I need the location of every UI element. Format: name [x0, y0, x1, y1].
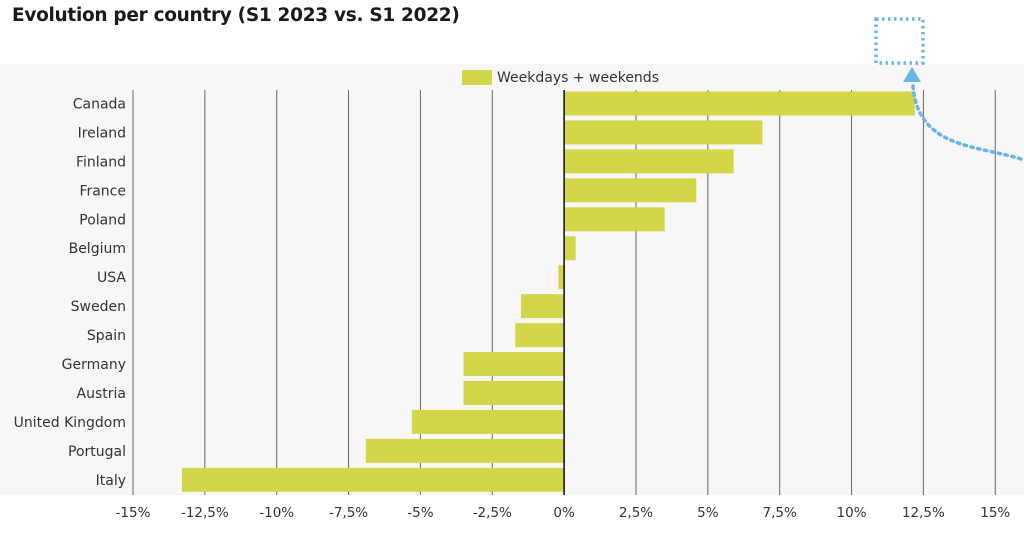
category-label: Germany: [62, 357, 126, 373]
x-tick-label: 12,5%: [902, 505, 945, 521]
legend-swatch: [462, 70, 492, 85]
bar: [564, 149, 734, 174]
x-tick-labels: -15% -12,5% -10% -7,5% -5% -2,5% 0% 2,5% 5% 7,5% 1…: [116, 505, 1011, 521]
annotation-arrowhead: [903, 67, 921, 82]
annotation-callout: [874, 17, 1024, 162]
category-label: USA: [97, 270, 126, 286]
bar: [564, 207, 665, 232]
bar: [181, 467, 565, 492]
chart-title: Evolution per country (S1 2023 vs. S1 20…: [12, 5, 460, 26]
category-label: Austria: [77, 386, 126, 402]
category-label: Poland: [79, 212, 126, 228]
category-label: United Kingdom: [14, 415, 126, 431]
bar: [463, 352, 565, 377]
legend: Weekdays + weekends: [462, 70, 659, 86]
bar: [365, 438, 565, 463]
x-tick-label: -10%: [259, 505, 294, 521]
x-tick-label: -2,5%: [473, 505, 512, 521]
category-labels: Canada Ireland Finland France Poland Belgium U…: [14, 96, 127, 488]
category-label: Italy: [96, 473, 126, 489]
x-tick-label: 10%: [837, 505, 867, 521]
x-tick-label: 5%: [697, 505, 719, 521]
category-label: Portugal: [68, 444, 126, 460]
category-label: France: [79, 183, 126, 199]
bar: [558, 265, 565, 290]
annotation-dotted-box: [874, 17, 925, 65]
x-tick-label: -7,5%: [329, 505, 368, 521]
gridlines: [132, 90, 996, 495]
x-tick-label: -12,5%: [181, 505, 229, 521]
category-label: Finland: [76, 154, 126, 170]
legend-label: Weekdays + weekends: [497, 70, 659, 86]
category-label: Sweden: [71, 299, 126, 315]
x-tick-label: 15%: [980, 505, 1010, 521]
bar: [564, 236, 576, 261]
category-label: Ireland: [78, 125, 126, 141]
bar: [564, 120, 763, 145]
x-tick-label: 7,5%: [763, 505, 797, 521]
bar: [463, 380, 565, 405]
bar: [564, 178, 697, 203]
x-tick-label: 0%: [553, 505, 575, 521]
category-label: Spain: [87, 328, 126, 344]
annotation-dotted-arrow-line: [911, 84, 1024, 162]
bar: [521, 294, 565, 319]
bar: [411, 409, 565, 434]
category-label: Belgium: [69, 241, 126, 257]
x-tick-label: -15%: [116, 505, 151, 521]
category-label: Canada: [73, 96, 126, 112]
bar: [564, 91, 915, 116]
bar: [515, 323, 565, 348]
x-tick-label: -5%: [407, 505, 433, 521]
bars: [181, 91, 915, 492]
x-tick-label: 2,5%: [619, 505, 653, 521]
